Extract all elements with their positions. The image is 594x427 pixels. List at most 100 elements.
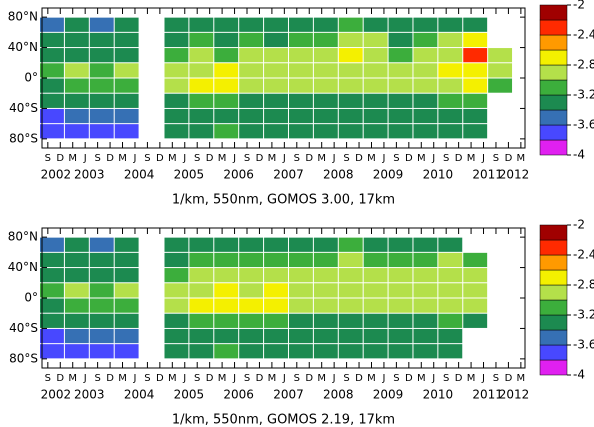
heatmap-cell — [64, 344, 89, 359]
x-tick-label: J — [481, 153, 485, 164]
heatmap-cell — [114, 63, 139, 78]
heatmap-cell — [40, 93, 64, 108]
year-label: 2004 — [124, 388, 155, 402]
heatmap-cell — [388, 283, 413, 298]
heatmap-cell — [189, 252, 214, 268]
heatmap-cell — [264, 344, 288, 359]
heatmap-cell — [164, 268, 189, 283]
colorbar-box — [539, 329, 568, 346]
heatmap-cell — [64, 32, 89, 48]
heatmap-cell — [388, 78, 413, 93]
x-tick-label: J — [332, 373, 336, 384]
heatmap-cell — [388, 344, 413, 359]
heatmap-cell — [288, 268, 313, 283]
heatmap-cell — [239, 17, 264, 32]
heatmap-cell — [288, 78, 313, 93]
heatmap-cell — [438, 93, 463, 108]
heatmap-cell — [214, 344, 239, 359]
heatmap-cell — [438, 252, 463, 268]
colorbar-tick-label: -2.4 — [573, 248, 594, 262]
heatmap-cell — [438, 17, 463, 32]
colorbar-box — [539, 239, 568, 256]
colorbar-box — [539, 224, 568, 241]
heatmap-cell — [239, 252, 264, 268]
x-tick-label: J — [83, 153, 87, 164]
heatmap-cell — [338, 78, 363, 93]
x-tick-label: M — [168, 373, 177, 384]
x-tick-label: D — [505, 153, 513, 164]
x-tick-label: S — [393, 153, 399, 164]
heatmap-cell — [438, 313, 463, 328]
x-tick-label: D — [56, 153, 64, 164]
y-tick-label: 40°N — [8, 260, 38, 274]
heatmap-cell — [189, 63, 214, 78]
colorbar-box — [539, 254, 568, 271]
colorbar-tick-label: -3.6 — [573, 338, 594, 352]
heatmap-cell — [264, 108, 288, 124]
colorbar-tick-label: -3.6 — [573, 118, 594, 132]
x-tick-label: M — [168, 153, 177, 164]
x-tick-label: S — [94, 373, 100, 384]
heatmap-cell — [164, 78, 189, 93]
heatmap-cell — [363, 328, 388, 344]
heatmap-cell — [239, 313, 264, 328]
heatmap-cell — [338, 93, 363, 108]
heatmap-cell — [363, 32, 388, 48]
colorbar-tick-label: -3.2 — [573, 88, 594, 102]
heatmap-cell — [338, 268, 363, 283]
x-tick-label: D — [256, 373, 264, 384]
heatmap-cell — [388, 313, 413, 328]
heatmap-cell — [189, 268, 214, 283]
x-tick-label: S — [493, 373, 499, 384]
heatmap-cell — [438, 32, 463, 48]
heatmap-cell — [164, 298, 189, 313]
colorbar-box — [539, 94, 568, 111]
heatmap-cell — [288, 48, 313, 63]
x-tick-label: S — [45, 373, 51, 384]
y-tick-label: 40°S — [9, 321, 38, 335]
heatmap-cell — [438, 344, 463, 359]
x-tick-label: D — [405, 153, 413, 164]
x-tick-label: S — [194, 373, 200, 384]
heatmap-cell — [214, 283, 239, 298]
x-tick-label: J — [481, 373, 485, 384]
heatmap-cell — [114, 17, 139, 32]
heatmap-cell — [463, 313, 488, 328]
heatmap-cell — [164, 237, 189, 252]
heatmap-cell — [239, 298, 264, 313]
x-tick-label: D — [206, 373, 214, 384]
heatmap-cell — [189, 78, 214, 93]
x-tick-label: S — [343, 373, 349, 384]
heatmap-cell — [413, 108, 438, 124]
x-tick-label: M — [218, 153, 227, 164]
x-axis-caption: 1/km, 550nm, GOMOS 3.00, 17km — [172, 193, 395, 208]
heatmap-cell — [288, 328, 313, 344]
heatmap-cell — [114, 268, 139, 283]
heatmap-cell — [114, 237, 139, 252]
heatmap-cell — [413, 93, 438, 108]
heatmap-cell — [164, 328, 189, 344]
heatmap-cell — [264, 268, 288, 283]
heatmap-cell — [89, 17, 114, 32]
heatmap-cell — [413, 78, 438, 93]
heatmap-cell — [363, 298, 388, 313]
heatmap-cell — [40, 63, 64, 78]
colorbar-tick-label: -2.8 — [573, 58, 594, 72]
heatmap-cell — [338, 252, 363, 268]
heatmap-cell — [114, 32, 139, 48]
heatmap-cell — [40, 328, 64, 344]
year-label: 2010 — [423, 388, 454, 402]
y-tick-label: 80°S — [9, 131, 38, 145]
heatmap-cell — [189, 48, 214, 63]
x-tick-label: M — [218, 373, 227, 384]
x-tick-label: D — [305, 373, 313, 384]
heatmap-cell — [313, 78, 338, 93]
heatmap-cell — [288, 32, 313, 48]
x-tick-label: D — [106, 153, 114, 164]
heatmap-cell — [64, 78, 89, 93]
heatmap-cell — [313, 124, 338, 139]
heatmap-cell — [40, 298, 64, 313]
heatmap-cell — [89, 283, 114, 298]
heatmap-cell — [388, 237, 413, 252]
